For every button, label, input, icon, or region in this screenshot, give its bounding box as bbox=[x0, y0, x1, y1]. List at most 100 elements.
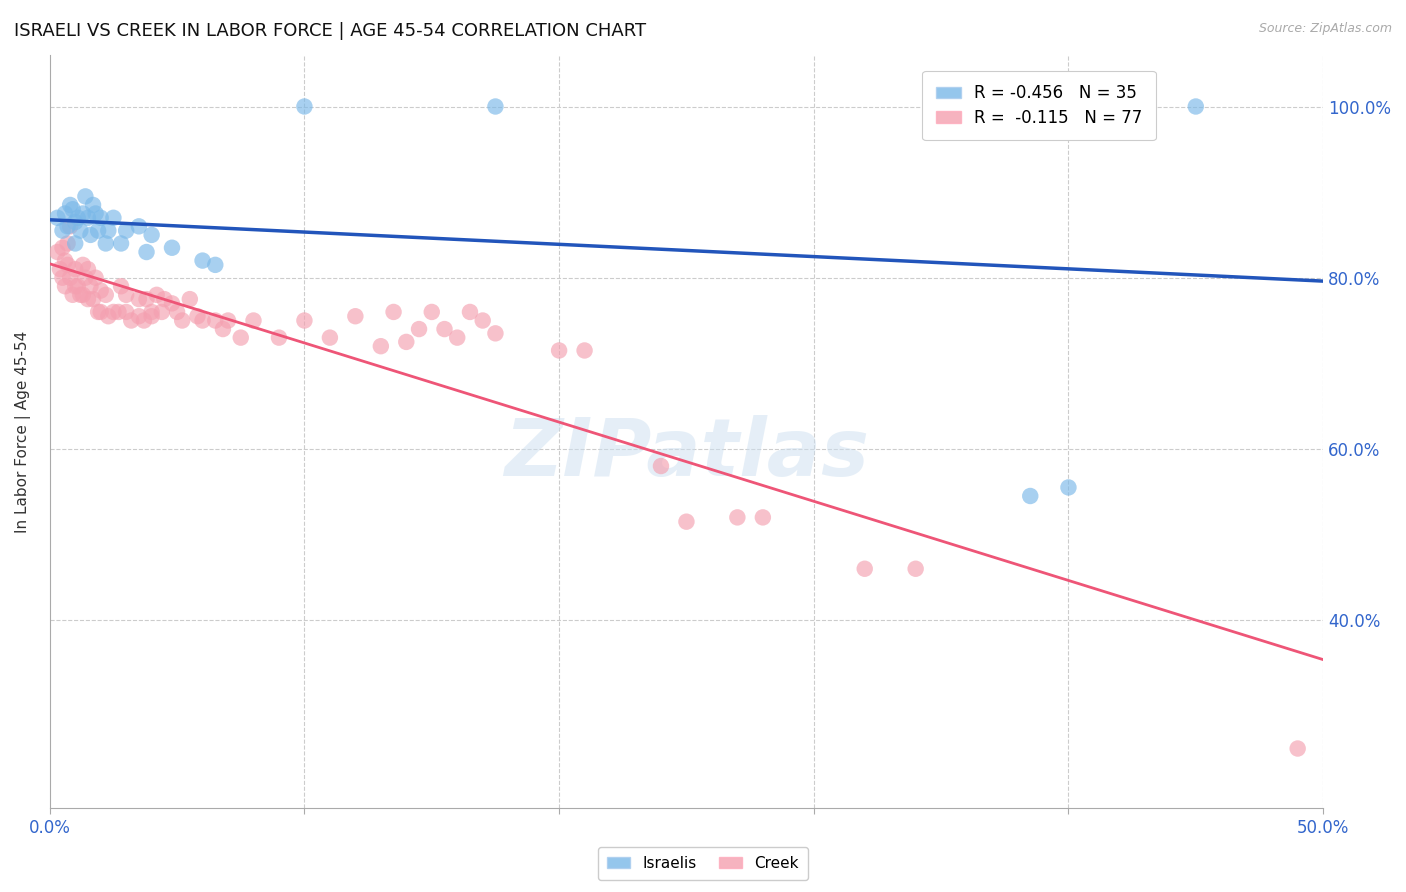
Point bbox=[97, 224, 120, 238]
Point bbox=[56, 236, 79, 251]
Text: ZIPatlas: ZIPatlas bbox=[503, 416, 869, 493]
Point bbox=[115, 288, 138, 302]
Point bbox=[90, 284, 112, 298]
Point bbox=[319, 331, 342, 345]
Point bbox=[204, 313, 226, 327]
Point bbox=[84, 270, 107, 285]
Point bbox=[153, 292, 176, 306]
Point bbox=[420, 305, 443, 319]
Point bbox=[84, 206, 107, 220]
Point bbox=[72, 258, 94, 272]
Point bbox=[46, 211, 69, 225]
Point bbox=[471, 313, 494, 327]
Point bbox=[107, 305, 129, 319]
Point bbox=[179, 292, 201, 306]
Point bbox=[217, 313, 239, 327]
Point bbox=[115, 224, 138, 238]
Point bbox=[128, 310, 150, 324]
Y-axis label: In Labor Force | Age 45-54: In Labor Force | Age 45-54 bbox=[15, 331, 31, 533]
Point bbox=[63, 236, 86, 251]
Point bbox=[69, 288, 91, 302]
Point bbox=[344, 310, 367, 324]
Point bbox=[370, 339, 392, 353]
Point bbox=[69, 224, 91, 238]
Legend: R = -0.456   N = 35, R =  -0.115   N = 77: R = -0.456 N = 35, R = -0.115 N = 77 bbox=[922, 71, 1156, 140]
Point bbox=[103, 305, 125, 319]
Point bbox=[77, 292, 100, 306]
Point bbox=[135, 245, 157, 260]
Point bbox=[82, 198, 104, 212]
Point bbox=[79, 227, 101, 242]
Point bbox=[72, 206, 94, 220]
Point bbox=[51, 241, 73, 255]
Point bbox=[56, 258, 79, 272]
Point bbox=[63, 279, 86, 293]
Point bbox=[53, 279, 76, 293]
Point bbox=[66, 211, 89, 225]
Point bbox=[46, 245, 69, 260]
Text: ISRAELI VS CREEK IN LABOR FORCE | AGE 45-54 CORRELATION CHART: ISRAELI VS CREEK IN LABOR FORCE | AGE 45… bbox=[14, 22, 647, 40]
Point bbox=[382, 305, 405, 319]
Point bbox=[395, 334, 418, 349]
Point bbox=[90, 305, 112, 319]
Point bbox=[94, 236, 117, 251]
Point bbox=[484, 99, 506, 113]
Point bbox=[186, 310, 208, 324]
Point bbox=[166, 305, 188, 319]
Point bbox=[51, 270, 73, 285]
Point bbox=[62, 288, 84, 302]
Point bbox=[94, 288, 117, 302]
Point bbox=[1286, 741, 1309, 756]
Point bbox=[160, 296, 183, 310]
Point bbox=[1057, 480, 1080, 494]
Point bbox=[212, 322, 235, 336]
Point bbox=[1184, 99, 1206, 113]
Point bbox=[132, 313, 155, 327]
Point bbox=[548, 343, 571, 358]
Point bbox=[75, 270, 97, 285]
Point bbox=[90, 211, 112, 225]
Point bbox=[59, 219, 82, 234]
Point bbox=[191, 253, 214, 268]
Point bbox=[446, 331, 468, 345]
Point bbox=[752, 510, 775, 524]
Point bbox=[150, 305, 173, 319]
Point bbox=[650, 458, 672, 473]
Point bbox=[242, 313, 264, 327]
Point bbox=[97, 310, 120, 324]
Point bbox=[574, 343, 596, 358]
Point bbox=[141, 310, 163, 324]
Point bbox=[77, 211, 100, 225]
Point bbox=[51, 224, 73, 238]
Point bbox=[1133, 99, 1156, 113]
Point bbox=[160, 241, 183, 255]
Point bbox=[675, 515, 697, 529]
Point bbox=[82, 292, 104, 306]
Point bbox=[120, 313, 142, 327]
Point bbox=[294, 313, 316, 327]
Point bbox=[63, 262, 86, 277]
Point bbox=[59, 270, 82, 285]
Point bbox=[63, 215, 86, 229]
Point bbox=[141, 305, 163, 319]
Point bbox=[484, 326, 506, 341]
Point bbox=[75, 189, 97, 203]
Point bbox=[53, 206, 76, 220]
Point bbox=[229, 331, 252, 345]
Point bbox=[725, 510, 748, 524]
Point bbox=[172, 313, 194, 327]
Point bbox=[115, 305, 138, 319]
Text: Source: ZipAtlas.com: Source: ZipAtlas.com bbox=[1258, 22, 1392, 36]
Point bbox=[87, 305, 110, 319]
Point bbox=[128, 292, 150, 306]
Point bbox=[1019, 489, 1042, 503]
Point bbox=[135, 292, 157, 306]
Point bbox=[62, 202, 84, 217]
Point bbox=[103, 211, 125, 225]
Point bbox=[145, 288, 167, 302]
Point bbox=[458, 305, 481, 319]
Point bbox=[433, 322, 456, 336]
Point bbox=[49, 262, 72, 277]
Point bbox=[110, 279, 132, 293]
Point bbox=[294, 99, 316, 113]
